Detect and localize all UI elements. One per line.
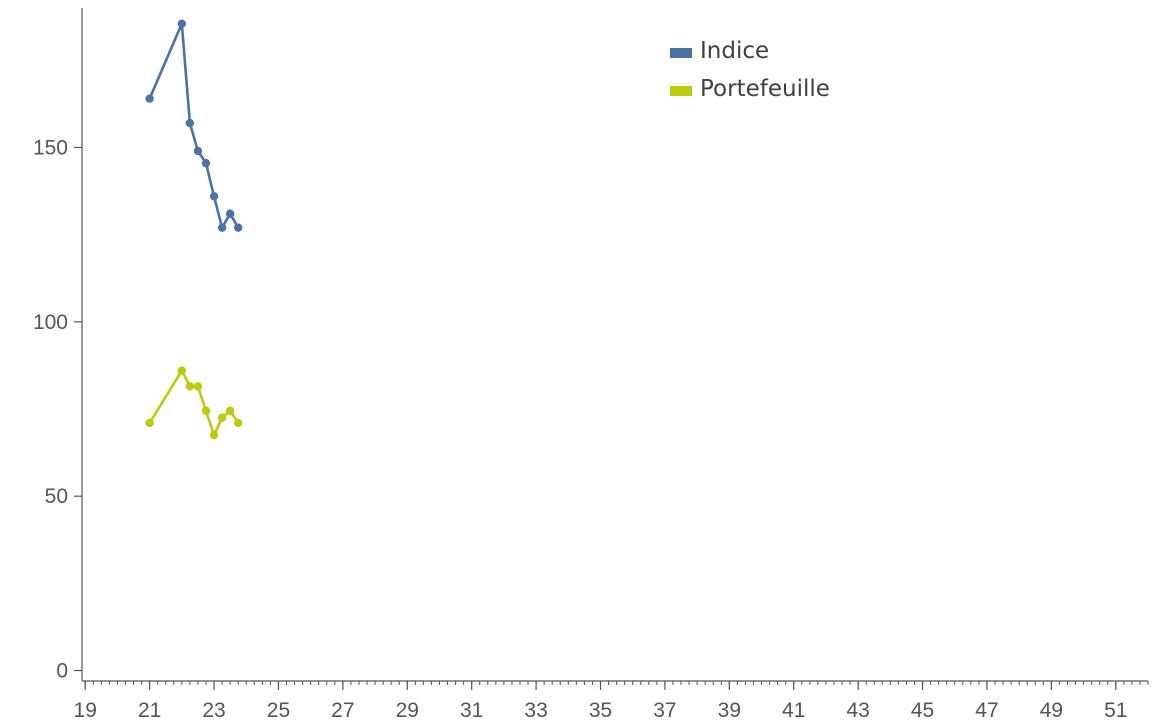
legend-swatch xyxy=(670,86,692,96)
x-tick-label: 33 xyxy=(524,699,547,722)
x-tick-label: 49 xyxy=(1040,699,1063,722)
x-tick-label: 41 xyxy=(782,699,805,722)
data-point[interactable] xyxy=(225,406,235,415)
data-point[interactable] xyxy=(233,223,243,232)
x-tick-label: 23 xyxy=(202,699,225,722)
legend-label: Portefeuille xyxy=(700,76,830,102)
data-point[interactable] xyxy=(201,406,211,415)
series-indice xyxy=(145,19,243,232)
legend-swatch xyxy=(670,48,692,58)
y-tick-label: 0 xyxy=(56,660,68,683)
x-tick-label: 47 xyxy=(975,699,998,722)
data-point[interactable] xyxy=(201,158,211,168)
x-tick-label: 35 xyxy=(589,699,612,722)
x-tick-label: 31 xyxy=(460,699,483,722)
x-tick-label: 43 xyxy=(846,699,869,722)
chart-axes: 0 50 100 150 19 21 23 25 27 29 31 33 35 37 39 41 43 45 47 4… xyxy=(33,8,1149,722)
data-point[interactable] xyxy=(209,192,219,201)
series-line xyxy=(148,369,240,437)
data-point[interactable] xyxy=(233,418,243,428)
y-tick-label: 150 xyxy=(33,136,68,159)
series-portefeuille xyxy=(145,366,243,440)
data-point[interactable] xyxy=(217,223,227,232)
chart-legend: Indice Portefeuille xyxy=(670,38,830,102)
data-point[interactable] xyxy=(193,382,203,391)
x-tick-label: 19 xyxy=(74,699,97,722)
x-tick-label: 25 xyxy=(267,699,290,722)
legend-label: Indice xyxy=(700,38,769,64)
y-tick-label: 100 xyxy=(33,311,68,334)
series-line xyxy=(148,22,240,229)
x-tick-label: 45 xyxy=(911,699,934,722)
data-point[interactable] xyxy=(177,19,187,28)
data-point[interactable] xyxy=(185,382,195,391)
x-tick-label: 51 xyxy=(1104,699,1127,722)
x-tick-label: 39 xyxy=(718,699,741,722)
y-tick-label: 50 xyxy=(45,485,68,508)
data-point[interactable] xyxy=(217,413,227,422)
data-point[interactable] xyxy=(209,430,219,440)
data-point[interactable] xyxy=(145,94,154,103)
x-tick-label: 21 xyxy=(138,699,161,722)
x-tick-label: 37 xyxy=(653,699,676,722)
data-point[interactable] xyxy=(145,418,154,428)
data-point[interactable] xyxy=(185,118,195,128)
data-point[interactable] xyxy=(193,146,203,156)
chart-series-layer xyxy=(145,19,243,440)
x-tick-label: 29 xyxy=(396,699,419,722)
x-tick-label: 27 xyxy=(331,699,354,722)
data-point[interactable] xyxy=(177,366,187,375)
data-point[interactable] xyxy=(225,209,235,218)
